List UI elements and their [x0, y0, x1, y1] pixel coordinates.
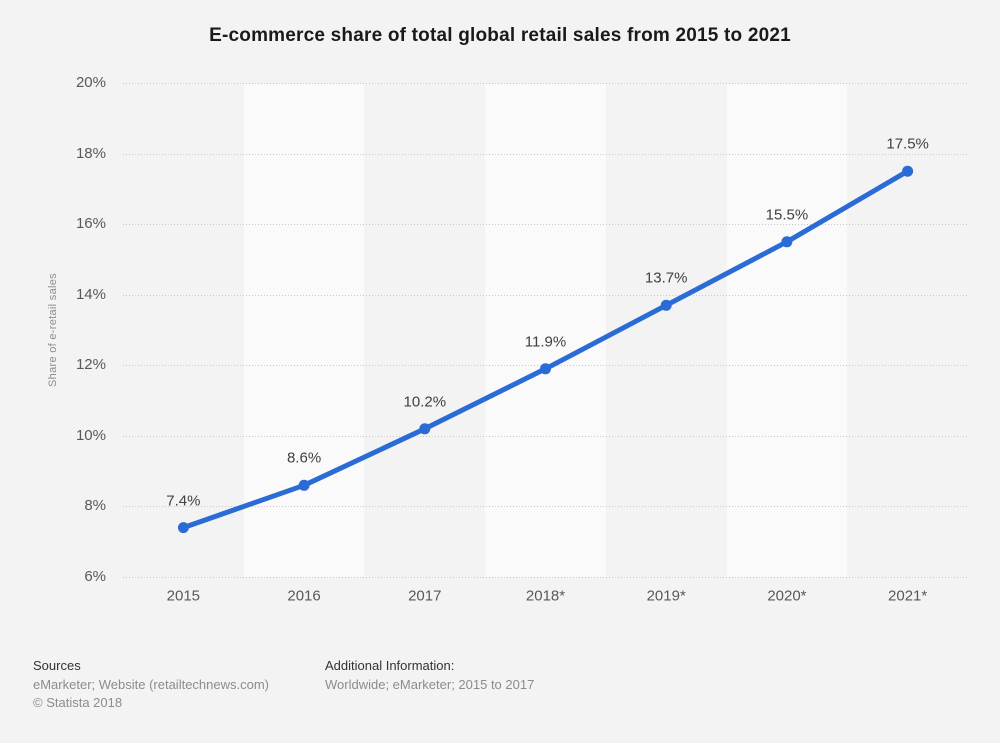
x-tick-label: 2016: [287, 587, 321, 605]
y-tick-label: 14%: [75, 285, 106, 303]
gridline: [123, 506, 968, 508]
plot-column-band: [485, 84, 606, 577]
x-tick-label: 2015: [166, 587, 201, 605]
y-tick-label: 6%: [84, 568, 106, 586]
gridline: [123, 577, 968, 578]
data-point-label: 7.4%: [166, 492, 201, 510]
y-tick-label: 10%: [75, 427, 106, 445]
gridline: [123, 224, 968, 226]
data-point-marker: [781, 236, 793, 248]
sources-block: Sources eMarketer; Website (retailtechne…: [33, 657, 269, 713]
gridline: [123, 83, 968, 84]
additional-info-block: Additional Information: Worldwide; eMark…: [325, 657, 534, 694]
additional-info-text: Worldwide; eMarketer; 2015 to 2017: [325, 676, 535, 692]
sources-heading: Sources: [33, 658, 81, 673]
data-point-label: 8.6%: [286, 449, 322, 467]
x-tick-label: 2018*: [525, 587, 566, 605]
chart-title: E-commerce share of total global retail …: [209, 25, 791, 46]
data-point-marker: [298, 479, 310, 491]
data-point-marker: [540, 363, 551, 375]
x-tick-label: 2017: [408, 587, 442, 605]
y-axis-title: Share of e-retail sales: [47, 273, 59, 387]
line-series: [177, 165, 914, 534]
data-point-marker: [177, 522, 189, 534]
y-tick-label: 8%: [84, 497, 106, 515]
x-tick-label: 2021*: [888, 587, 928, 605]
sources-text: eMarketer; Website (retailtechnews.com): [33, 676, 270, 692]
y-tick-label: 16%: [75, 215, 106, 233]
data-point-marker: [419, 423, 431, 435]
gridline: [123, 435, 968, 437]
plot-column-band: [243, 84, 365, 577]
data-point-label: 11.9%: [524, 333, 567, 351]
copyright-text: © Statista 2018: [33, 695, 123, 710]
plot-area: Share of e-retail sales 6% 8% 10% 12% 14% 16%…: [47, 74, 968, 605]
data-point-label: 13.7%: [644, 269, 688, 287]
gridline: [123, 294, 968, 296]
y-tick-label: 18%: [75, 144, 106, 162]
data-point-label: 10.2%: [403, 393, 447, 411]
data-point-label: 15.5%: [765, 206, 809, 224]
data-point-marker: [660, 299, 672, 311]
y-tick-label: 12%: [75, 356, 106, 374]
y-tick-label: 20%: [75, 74, 106, 92]
x-tick-label: 2020*: [767, 587, 807, 605]
data-point-label: 17.5%: [886, 135, 929, 153]
gridline: [123, 153, 968, 155]
plot-column-band: [726, 84, 848, 577]
x-tick-label: 2019*: [646, 587, 686, 605]
data-point-marker: [902, 165, 914, 177]
additional-info-heading: Additional Information:: [325, 658, 455, 673]
